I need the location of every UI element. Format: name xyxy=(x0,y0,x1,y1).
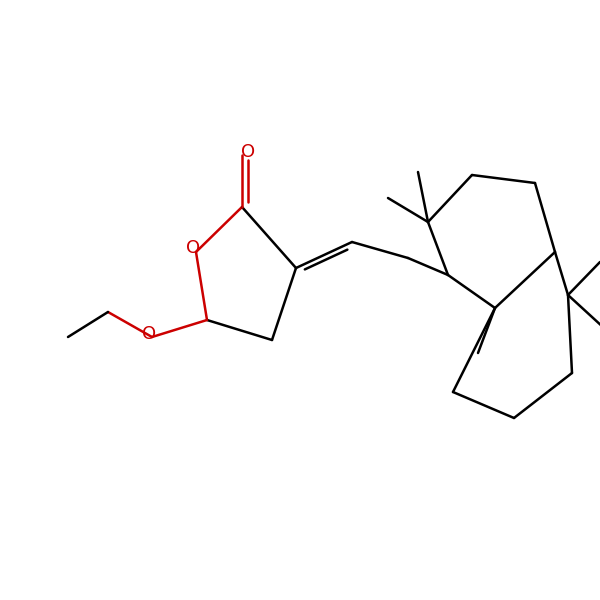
Text: O: O xyxy=(241,143,255,161)
Text: O: O xyxy=(186,239,200,257)
Text: O: O xyxy=(142,325,156,343)
